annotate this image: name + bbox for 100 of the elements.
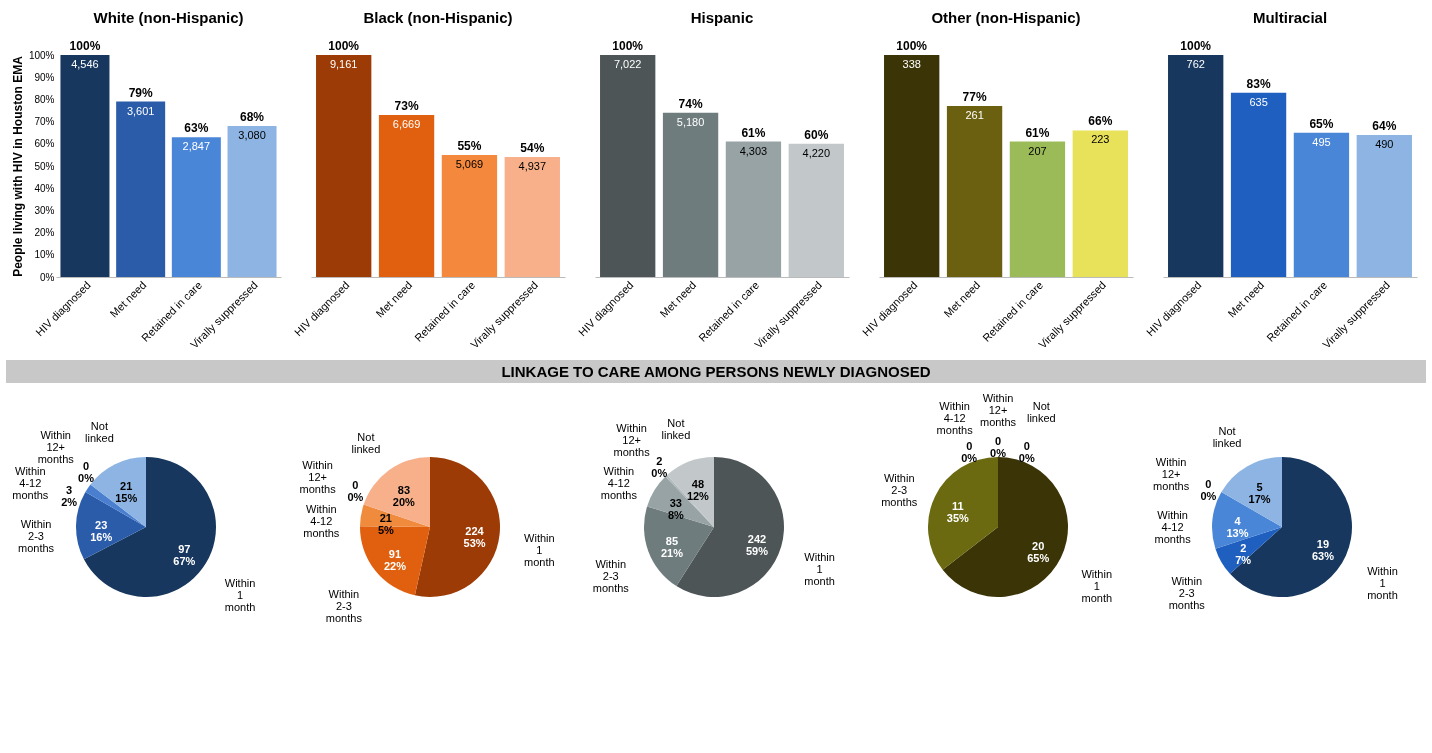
bar (1356, 134, 1412, 277)
y-tick-label: 60% (34, 138, 55, 150)
bar (1072, 130, 1128, 277)
y-tick-label: 0% (40, 271, 55, 283)
y-tick-label: 70% (34, 116, 55, 128)
y-tick-label: 30% (34, 204, 55, 216)
data-label: 21 15% (115, 479, 138, 504)
data-label: 5 17% (1248, 481, 1271, 506)
y-tick-label: 90% (34, 71, 55, 83)
data-label: 73% (394, 98, 419, 113)
slice-label: Not linked (1212, 424, 1242, 449)
annotation: 5,180 (676, 115, 705, 128)
slice-label: Within 1 month (1367, 564, 1398, 601)
text: 0 0% (347, 479, 364, 504)
pie-slice (1221, 457, 1282, 527)
annotation: 635 (1249, 95, 1268, 108)
data-label: 242 59% (746, 532, 769, 557)
data-label: 19 63% (1311, 538, 1335, 563)
text: 0 0% (990, 435, 1006, 459)
annotation: 7,022 (613, 58, 642, 70)
bar (1230, 92, 1287, 277)
bar (316, 55, 372, 277)
text: 0 0% (961, 440, 978, 465)
slice-label: Within 1 month (224, 577, 256, 614)
text: LINKAGE TO CARE AMONG PERSONS NEWLY DIAGNOSED (6, 360, 1426, 383)
data-label: 100% (612, 39, 644, 53)
slice-label: Within 2-3 months (881, 471, 918, 508)
slice-label: Within 4-12 months (600, 464, 638, 501)
chart-title: Black (non-Hispanic) (363, 9, 513, 26)
slice-label: Not linked (351, 430, 381, 455)
annotation: 3,601 (126, 104, 155, 117)
data-label: 100% (1180, 39, 1212, 53)
slice-label: Not linked (661, 416, 691, 441)
data-label: 100% (896, 39, 928, 53)
annotation: 4,303 (739, 144, 768, 157)
text: 0 0% (78, 459, 94, 484)
y-tick-label: 20% (34, 227, 55, 239)
annotation: 3,080 (238, 129, 266, 142)
y-axis-title: People living with HIV in Houston EMA (10, 55, 25, 277)
slice-label: Within 12+ months (613, 422, 651, 459)
slice-label: Within 1 month (804, 550, 835, 587)
category-label: Within 12+ months (979, 392, 1017, 428)
annotation: 2,847 (182, 140, 211, 153)
data-label: 83% (1246, 76, 1271, 91)
data-label: 11 35% (946, 500, 969, 525)
annotation: 495 (1312, 135, 1331, 148)
slice-label: Within 1 month (1081, 568, 1113, 605)
data-label: 83 20% (392, 483, 416, 508)
bar (227, 126, 277, 277)
data-label: 91 22% (383, 547, 407, 572)
annotation: 4,220 (802, 146, 831, 159)
data-label: 63% (184, 121, 209, 136)
data-label: 100% (328, 39, 360, 53)
data-label: 20 65% (1027, 539, 1050, 564)
data-label: 61% (741, 125, 766, 140)
bar (946, 106, 1003, 277)
annotation: 490 (1375, 137, 1394, 150)
category-label: Within 4-12 months (936, 399, 973, 436)
category-label: Within 12+ months (299, 458, 336, 495)
chart-title: Hispanic (690, 9, 754, 26)
bar (662, 112, 719, 277)
pie-slice (360, 526, 430, 596)
y-tick-label: 10% (34, 249, 55, 261)
slice-label: Within 4-12 months (12, 465, 49, 502)
annotation: 261 (965, 109, 984, 122)
slice-label: Within 4-12 months (1154, 508, 1192, 545)
chart-title: Multiracial (1252, 9, 1328, 26)
data-label: 60% (804, 127, 829, 142)
pie-slice (644, 506, 714, 587)
pie-slice (363, 457, 430, 527)
slice-label: Within 2-3 months (592, 557, 630, 594)
category-label: Not linked (1026, 399, 1056, 424)
data-label: 2 7% (1235, 542, 1252, 567)
bar (116, 101, 166, 277)
bar (600, 55, 656, 277)
slice-label: Not linked (85, 420, 114, 445)
annotation: 4,937 (518, 160, 547, 173)
category-label: Within 12+ months (1153, 456, 1190, 492)
slice-label: Within 2-3 months (325, 588, 363, 625)
pie-slice (1215, 527, 1282, 574)
bar (504, 157, 560, 277)
data-label: 97 67% (173, 543, 196, 568)
pie-slice (360, 504, 430, 527)
bar (788, 143, 844, 277)
annotation: 9,161 (329, 58, 358, 70)
data-label: 61% (1025, 125, 1050, 140)
data-label: 77% (962, 90, 987, 105)
pie-slice (1229, 457, 1352, 597)
data-label: 65% (1309, 116, 1334, 131)
bar (1293, 132, 1350, 277)
annotation: 5,069 (455, 157, 484, 170)
pie-slice (85, 484, 146, 527)
data-label: 66% (1088, 114, 1113, 129)
annotation: 6,669 (392, 117, 421, 130)
bar (1168, 55, 1224, 277)
annotation: 338 (902, 58, 921, 70)
bar (1009, 141, 1066, 277)
data-label: 4 13% (1226, 515, 1249, 540)
data-label: 64% (1372, 118, 1397, 133)
data-label: 48 12% (686, 478, 710, 503)
